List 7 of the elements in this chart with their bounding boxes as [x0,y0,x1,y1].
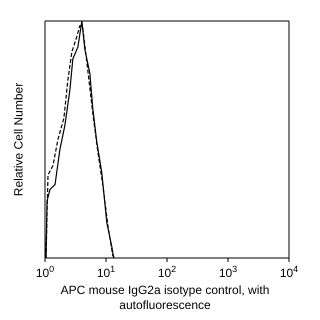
y-axis-title: Relative Cell Number [11,82,26,196]
x-tick-label: 10$^{3}$ [218,264,238,280]
x-axis-title: APC mouse IgG2a isotype control, with autofluorescence [60,283,270,313]
x-tick-label: 10$^{4}$ [280,264,298,280]
x-tick-label: 10$^{0}$ [36,264,54,280]
x-tick-label: 10$^{2}$ [158,264,176,280]
x-tick-label: 10$^{1}$ [96,264,116,280]
